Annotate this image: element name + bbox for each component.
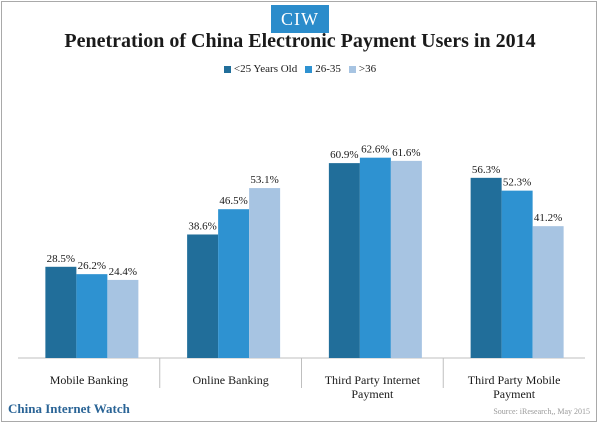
legend-label-under-25: <25 Years Old [233,63,298,75]
legend-item-26-35: 26-35 [305,63,341,75]
data-label: 56.3% [472,164,500,176]
legend-item-under-25: <25 Years Old [223,63,298,75]
data-label: 38.6% [188,220,216,232]
data-label: 60.9% [330,149,358,161]
data-label: 26.2% [78,260,106,272]
legend-swatch-under-25 [223,65,231,73]
brand-footer: China Internet Watch [8,401,130,416]
bar-2-4 [501,190,533,358]
bar-2-2 [218,209,250,358]
category-label: Payment [351,387,394,401]
data-label: 62.6% [361,144,389,156]
data-label: 53.1% [250,174,278,186]
category-label: Online Banking [192,373,268,387]
category-label: Mobile Banking [50,373,128,387]
bar-1-4 [470,177,502,358]
bar-3-3 [390,160,422,358]
data-label: 61.6% [392,147,420,159]
legend-label-26-35: 26-35 [315,63,341,75]
category-label: Third Party Internet [325,373,421,387]
bar-3-2 [249,188,281,358]
chart-title: Penetration of China Electronic Payment … [64,30,536,52]
bar-2-3 [359,157,391,358]
data-label: 41.2% [534,212,562,224]
legend-swatch-26-35 [305,65,313,73]
data-label: 24.4% [109,266,137,278]
chart-legend: <25 Years Old 26-35 >36 [0,63,600,75]
data-label: 52.3% [503,177,531,189]
category-label: Third Party Mobile [468,373,561,387]
bar-2-1 [76,274,108,358]
legend-label-over-36: >36 [358,63,377,75]
ciw-logo: CIW [271,5,329,33]
bar-1-3 [328,163,360,358]
bar-1-1 [45,266,77,358]
category-label: Payment [493,387,536,401]
legend-item-over-36: >36 [348,63,377,75]
data-label: 46.5% [219,195,247,207]
data-label: 28.5% [47,253,75,265]
bar-1-2 [187,234,219,358]
bar-3-1 [107,279,139,358]
bar-3-4 [532,226,564,358]
source-note: Source: iResearch,, May 2015 [493,407,590,416]
legend-swatch-over-36 [348,65,356,73]
